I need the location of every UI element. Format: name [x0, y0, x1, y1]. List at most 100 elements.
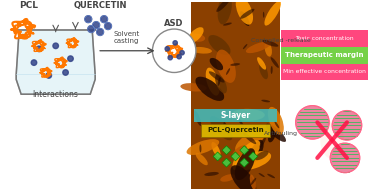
Bar	[281, 47, 368, 64]
Ellipse shape	[237, 118, 243, 125]
Text: QUERCETIN: QUERCETIN	[74, 1, 127, 10]
Circle shape	[332, 111, 362, 140]
Ellipse shape	[243, 133, 256, 144]
Polygon shape	[222, 158, 231, 167]
Ellipse shape	[216, 0, 230, 12]
Ellipse shape	[191, 47, 212, 54]
Ellipse shape	[232, 140, 261, 170]
Ellipse shape	[187, 139, 219, 155]
Ellipse shape	[240, 9, 254, 19]
Ellipse shape	[204, 172, 219, 176]
Circle shape	[104, 23, 112, 29]
Text: Therapeutic margin: Therapeutic margin	[285, 52, 363, 58]
Circle shape	[31, 60, 37, 65]
Circle shape	[46, 73, 52, 78]
Ellipse shape	[232, 145, 247, 158]
Ellipse shape	[231, 109, 265, 121]
Circle shape	[152, 29, 196, 73]
Ellipse shape	[266, 124, 286, 142]
Ellipse shape	[211, 142, 221, 157]
Ellipse shape	[274, 121, 279, 128]
Ellipse shape	[262, 40, 278, 47]
Circle shape	[53, 43, 58, 49]
Ellipse shape	[243, 44, 247, 49]
Ellipse shape	[271, 57, 279, 68]
Ellipse shape	[235, 148, 255, 180]
Ellipse shape	[261, 100, 270, 102]
Ellipse shape	[223, 22, 232, 26]
Polygon shape	[231, 152, 240, 161]
Text: Controlled -release: Controlled -release	[251, 38, 311, 43]
Ellipse shape	[210, 58, 223, 70]
Ellipse shape	[259, 173, 265, 177]
Text: Min effective concentration: Min effective concentration	[283, 70, 366, 74]
Ellipse shape	[215, 74, 227, 93]
Circle shape	[296, 106, 329, 139]
Polygon shape	[213, 152, 222, 161]
Text: Interactions: Interactions	[33, 90, 79, 99]
Text: S-layer: S-layer	[220, 111, 250, 120]
Bar	[281, 30, 368, 47]
Circle shape	[173, 41, 177, 45]
Circle shape	[85, 16, 92, 23]
Ellipse shape	[264, 1, 281, 26]
Circle shape	[177, 54, 181, 59]
Polygon shape	[240, 146, 249, 155]
Text: Toxic concentration: Toxic concentration	[295, 36, 354, 41]
Ellipse shape	[268, 107, 284, 135]
Text: ASD: ASD	[164, 19, 184, 28]
Bar	[194, 109, 277, 122]
Ellipse shape	[208, 35, 230, 55]
Ellipse shape	[267, 174, 275, 178]
Ellipse shape	[271, 66, 273, 74]
Ellipse shape	[226, 68, 230, 75]
Ellipse shape	[263, 12, 264, 18]
Text: Antifouling: Antifouling	[264, 131, 298, 136]
Ellipse shape	[251, 178, 256, 185]
Bar	[191, 2, 280, 91]
Ellipse shape	[218, 0, 232, 24]
Ellipse shape	[196, 153, 208, 165]
Ellipse shape	[259, 63, 268, 79]
Ellipse shape	[224, 122, 229, 135]
Ellipse shape	[194, 111, 201, 126]
Ellipse shape	[240, 11, 250, 26]
Ellipse shape	[206, 68, 220, 96]
Ellipse shape	[230, 165, 256, 189]
Ellipse shape	[257, 57, 266, 70]
Text: Solvent
casting: Solvent casting	[113, 31, 140, 44]
Circle shape	[101, 16, 107, 23]
Circle shape	[93, 22, 100, 29]
Ellipse shape	[250, 174, 256, 189]
Ellipse shape	[199, 144, 201, 153]
Ellipse shape	[195, 77, 224, 101]
Polygon shape	[249, 152, 257, 161]
Text: PCL: PCL	[20, 1, 38, 10]
Circle shape	[63, 70, 68, 75]
Ellipse shape	[188, 34, 205, 42]
Ellipse shape	[230, 63, 240, 66]
Ellipse shape	[236, 0, 253, 25]
Ellipse shape	[216, 50, 236, 83]
Ellipse shape	[265, 42, 272, 57]
Ellipse shape	[246, 42, 271, 53]
Ellipse shape	[249, 140, 264, 163]
Circle shape	[330, 143, 360, 173]
Polygon shape	[240, 158, 249, 167]
Circle shape	[168, 56, 172, 60]
Ellipse shape	[218, 77, 221, 86]
Polygon shape	[222, 146, 231, 155]
Ellipse shape	[181, 83, 207, 91]
Circle shape	[97, 29, 104, 36]
Text: PCL-Quercetin: PCL-Quercetin	[207, 127, 264, 133]
Ellipse shape	[187, 27, 204, 43]
Circle shape	[68, 56, 73, 61]
Polygon shape	[16, 30, 95, 94]
Ellipse shape	[210, 116, 232, 140]
Ellipse shape	[209, 71, 225, 83]
Bar	[191, 91, 280, 189]
Circle shape	[165, 47, 169, 51]
Ellipse shape	[235, 129, 265, 153]
Ellipse shape	[320, 121, 344, 159]
Circle shape	[88, 26, 95, 33]
